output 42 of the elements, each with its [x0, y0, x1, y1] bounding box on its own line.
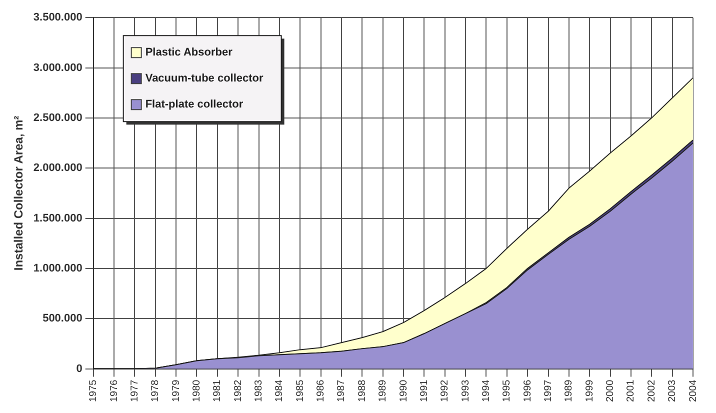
x-tick-label: 1976 [108, 379, 120, 402]
x-tick-label: 1981 [212, 379, 224, 402]
x-tick-label: 1982 [232, 379, 244, 402]
x-tick-label: 1987 [336, 379, 348, 402]
x-tick-label: 1990 [398, 379, 410, 402]
x-tick-label: 2004 [688, 379, 699, 402]
y-tick-label: 1.000.000 [33, 262, 82, 274]
x-tick-label: 1977 [129, 379, 140, 402]
y-tick-label: 0 [76, 362, 82, 375]
x-tick-label: 2003 [667, 379, 678, 402]
x-tick-label: 1996 [522, 379, 534, 402]
y-tick-label: 3.000.000 [33, 62, 82, 74]
legend-label: Plastic Absorber [145, 46, 234, 59]
legend-label: Flat-plate collector [145, 98, 244, 111]
x-tick-label: 1983 [254, 379, 265, 402]
x-tick-label: 1997 [543, 379, 554, 402]
x-tick-label: 1989 [564, 379, 575, 402]
x-tick-label: 1975 [88, 379, 100, 402]
x-tick-label: 2002 [646, 379, 658, 402]
x-tick-label: 1986 [316, 379, 327, 402]
y-tick-label: 3.500.000 [33, 12, 82, 24]
x-tick-label: 1994 [480, 379, 492, 402]
y-tick-label: 1.500.000 [33, 212, 82, 224]
legend-label: Vacuum-tube collector [145, 72, 264, 85]
x-tick-label: 1989 [378, 379, 389, 402]
y-tick-label: 500.000 [42, 312, 82, 325]
x-tick-label: 1999 [584, 379, 596, 402]
x-tick-label: 1979 [170, 379, 182, 402]
x-tick-label: 1995 [502, 379, 513, 402]
x-tick-label: 1978 [150, 379, 162, 402]
y-tick-label: 2.000.000 [33, 162, 82, 174]
x-tick-label: 1984 [274, 379, 286, 402]
x-tick-label: 1988 [356, 379, 368, 402]
x-tick-label: 1985 [294, 379, 306, 402]
x-tick-label: 1980 [191, 379, 202, 402]
x-tick-label: 2001 [626, 379, 637, 402]
x-tick-label: 1991 [418, 379, 430, 402]
y-axis-title: Installed Collector Area, m² [12, 116, 26, 271]
y-tick-label: 2.500.000 [33, 112, 82, 124]
x-tick-label: 1992 [440, 379, 451, 402]
x-tick-label: 1993 [460, 379, 472, 402]
x-tick-label: 2000 [605, 379, 616, 402]
